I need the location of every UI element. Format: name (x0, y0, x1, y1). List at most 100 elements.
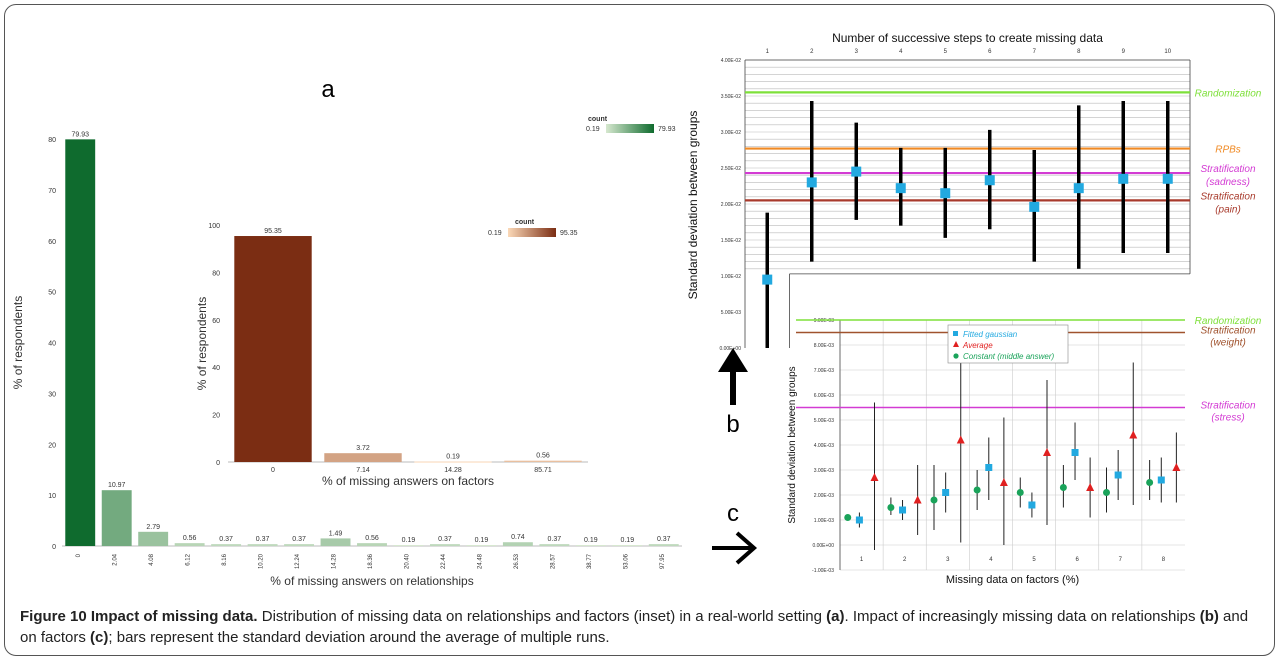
panel-b-chart: Number of successive steps to create mis… (686, 31, 1262, 352)
legend-colorbar (606, 124, 654, 133)
data-point (940, 188, 951, 199)
x-tick-label: 28.57 (550, 553, 556, 569)
data-point (1157, 476, 1165, 484)
panel-c-arrow (712, 531, 758, 565)
y-tick-label: 6.00E-03 (814, 393, 835, 399)
bar (648, 544, 679, 546)
x-tick-label: 14.28 (332, 553, 338, 569)
x-tick-label: 22.44 (441, 553, 447, 569)
data-point (930, 496, 938, 504)
bar (138, 531, 169, 546)
x-tick-label: 38.77 (587, 553, 593, 569)
data-point (870, 473, 879, 481)
data-point (1073, 183, 1084, 194)
y-tick-label: 60 (212, 318, 220, 325)
caption-text-2: . Impact of increasingly missing data on… (844, 608, 1200, 625)
reference-label: Stratification (1200, 401, 1255, 412)
data-point (1146, 479, 1154, 486)
data-point (1059, 484, 1067, 491)
legend-colorbar (508, 228, 556, 237)
panel-c-chart: -1.00E-03 0.00E+00 1.00E-03 2.00E-03 3.00E-0… (787, 316, 1262, 586)
x-tick-label: 26.53 (514, 553, 520, 569)
x-tick-label: 1 (860, 557, 864, 563)
legend-min: 0.19 (488, 230, 502, 237)
bar (65, 139, 96, 546)
legend-marker (953, 341, 959, 347)
x-tick-label: 10 (1164, 49, 1171, 55)
y-tick-label: 4.00E-02 (721, 58, 742, 64)
x-tick-label: 14.28 (444, 467, 462, 474)
legend-label: Constant (middle answer) (963, 352, 1054, 361)
x-tick-label: 9 (1122, 49, 1126, 55)
x-axis-label: Missing data on factors (%) (946, 574, 1079, 586)
bar (504, 460, 582, 462)
y-tick-label: 50 (48, 290, 56, 297)
x-tick-label: 24.48 (477, 553, 483, 569)
caption-text-1: Distribution of missing data on relation… (257, 608, 827, 625)
bar-value-label: 0.56 (536, 453, 550, 460)
data-point (1029, 201, 1040, 212)
x-axis-label: % of missing answers on factors (322, 474, 494, 488)
x-tick-label: 8 (1077, 49, 1081, 55)
x-tick-label: 4 (899, 49, 903, 55)
data-point (1118, 173, 1129, 184)
x-tick-label: 8.16 (222, 553, 228, 565)
x-tick-label: 2 (810, 49, 814, 55)
legend-title: count (588, 116, 608, 123)
bar-value-label: 0.19 (620, 537, 634, 544)
y-tick-label: 1.50E-02 (721, 238, 742, 244)
y-tick-label: 5.00E-03 (814, 418, 835, 424)
x-tick-label: 0 (271, 467, 275, 474)
panel-a-inset-chart: 0 20 40 60 80 100 % of respondents % of missing… (195, 207, 598, 488)
x-tick-label: 97.95 (660, 553, 666, 569)
data-point (1162, 173, 1173, 184)
y-tick-label: 9.00E-03 (814, 318, 835, 324)
x-tick-label: 85.71 (534, 467, 552, 474)
data-point (855, 516, 863, 524)
y-tick-label: 7.00E-03 (814, 368, 835, 374)
y-tick-label: 8.00E-03 (814, 343, 835, 349)
bar-value-label: 2.79 (146, 524, 160, 531)
data-point (806, 177, 817, 188)
legend-min: 0.19 (586, 126, 600, 133)
y-tick-label: 4.00E-03 (814, 443, 835, 449)
panel-a-chart: a 0 10 20 30 40 50 60 70 80 % of respondents % of … (11, 76, 682, 588)
legend-box (947, 324, 1069, 364)
bar-value-label: 0.37 (292, 536, 306, 543)
bar (211, 544, 242, 546)
y-tick-label: 30 (48, 391, 56, 398)
data-point (1103, 489, 1111, 496)
y-tick-label: -1.00E-03 (812, 568, 834, 574)
legend-max: 79.93 (658, 126, 676, 133)
bar-value-label: 3.72 (356, 445, 370, 452)
x-tick-label: 4.08 (149, 553, 155, 565)
data-point (844, 514, 852, 521)
reference-label: Stratification (1200, 326, 1255, 337)
y-tick-label: 1.00E-03 (814, 518, 835, 524)
chart-title: Number of successive steps to create mis… (832, 31, 1103, 45)
data-point (762, 274, 773, 285)
bar-value-label: 1.49 (329, 530, 343, 537)
data-point (887, 504, 895, 511)
x-tick-label: 53.06 (623, 553, 629, 569)
bar-value-label: 0.37 (438, 536, 452, 543)
y-tick-label: 2.00E-02 (721, 202, 742, 208)
bar-value-label: 0.37 (657, 536, 671, 543)
bar-value-label: 79.93 (71, 131, 89, 138)
data-point (1114, 471, 1122, 479)
bar-value-label: 0.56 (365, 535, 379, 542)
bar (247, 544, 278, 546)
x-tick-label: 2 (903, 557, 907, 563)
y-axis-label: % of respondents (11, 296, 25, 389)
bar (414, 461, 492, 463)
data-point (899, 506, 907, 514)
reference-label-sub: (stress) (1211, 413, 1244, 424)
bar (393, 545, 424, 546)
bar (320, 538, 351, 546)
caption-ref-c: (c) (90, 629, 109, 646)
data-point (1086, 483, 1095, 491)
legend-label: Average (962, 341, 993, 350)
y-tick-label: 1.00E-02 (721, 274, 742, 280)
data-point (985, 464, 993, 471)
